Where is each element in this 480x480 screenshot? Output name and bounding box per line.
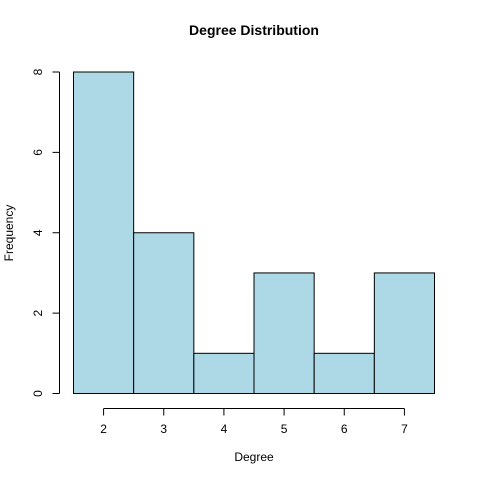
y-axis: 0 2 4 6 8 <box>31 68 60 397</box>
y-tick-label: 2 <box>31 309 45 316</box>
bars-group <box>73 71 436 394</box>
bar-0 <box>73 71 135 394</box>
bar-5 <box>373 272 436 394</box>
x-tick-label: 6 <box>341 422 348 436</box>
bar-4 <box>313 352 375 394</box>
x-tick-label: 5 <box>281 422 288 436</box>
x-tick-label: 2 <box>100 422 107 436</box>
x-axis-label: Degree <box>234 450 274 464</box>
bar-1 <box>133 232 195 394</box>
x-tick-label: 4 <box>221 422 228 436</box>
bar-2 <box>193 352 255 394</box>
bar-3 <box>253 272 315 394</box>
y-tick-label: 6 <box>31 149 45 156</box>
x-tick-label: 3 <box>160 422 167 436</box>
y-tick-label: 4 <box>31 229 45 236</box>
y-tick-label: 0 <box>31 390 45 397</box>
x-axis: 2 3 4 5 6 7 <box>100 408 408 436</box>
chart-title: Degree Distribution <box>189 22 319 38</box>
x-tick-label: 7 <box>401 422 408 436</box>
y-axis-label: Frequency <box>2 205 16 262</box>
y-tick-label: 8 <box>31 68 45 75</box>
